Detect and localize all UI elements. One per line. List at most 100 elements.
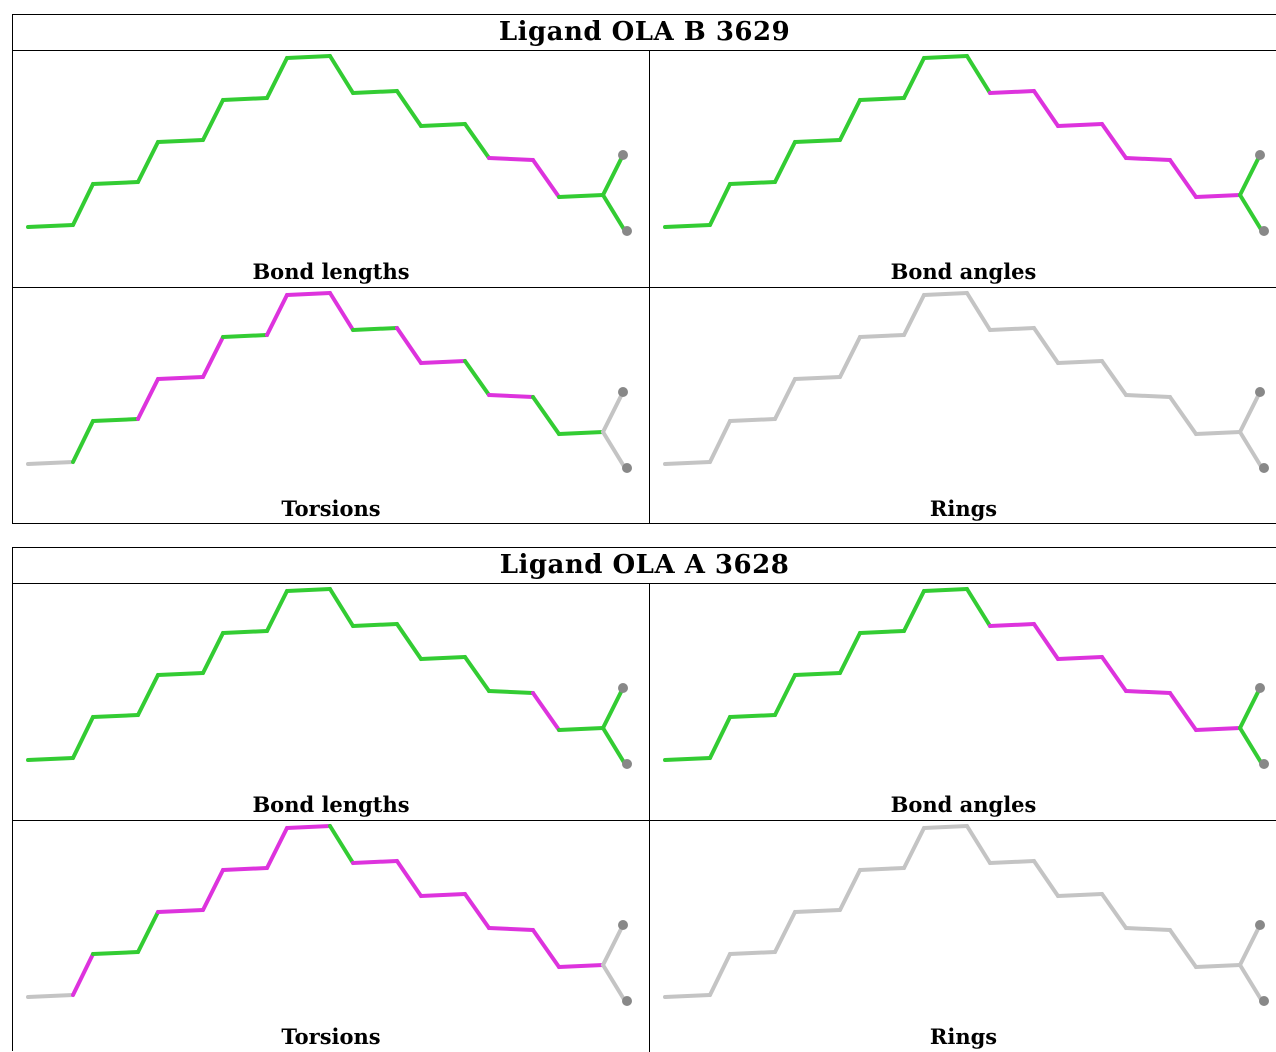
oxygen-atom (618, 150, 628, 160)
bond-segment (1100, 655, 1128, 693)
bond-segment (663, 223, 712, 229)
bond-segment (487, 689, 535, 695)
bond-segment (1032, 622, 1060, 661)
bond-segment (156, 671, 205, 677)
bond-segment (1056, 359, 1104, 365)
panel-label: Torsions (281, 1024, 381, 1049)
bond-segment (221, 333, 269, 339)
bond-segment (136, 910, 160, 954)
bond-segment (773, 377, 797, 421)
panel-grid: Bond lengths Bond angles Torsions Rings (13, 584, 1276, 1052)
bond-segment (487, 926, 535, 932)
bond-segment (419, 892, 467, 898)
panel-label: Bond angles (890, 259, 1037, 284)
panel-label: Bond lengths (252, 792, 410, 817)
bond-segment (351, 89, 399, 95)
bond-segment (601, 390, 625, 434)
bond-segment (1032, 89, 1060, 128)
bond-segment (285, 54, 332, 60)
molecule-image (663, 54, 1269, 236)
bond-segment (708, 715, 732, 760)
bond-segment (1238, 963, 1264, 1003)
bond-segment (285, 291, 332, 297)
bond-segment (1032, 859, 1060, 898)
oxygen-atom (1255, 920, 1265, 930)
bond-segment (1168, 158, 1198, 199)
bond-segment (91, 417, 140, 423)
panel-grid: Bond lengths Bond angles Torsions Rings (13, 51, 1276, 524)
oxygen-atom (622, 996, 632, 1006)
bond-segment (793, 908, 842, 914)
bond-segment (601, 430, 627, 470)
rings-panel: Rings (650, 288, 1276, 524)
bond-segment (965, 291, 992, 332)
bond-segment (201, 335, 225, 379)
molecule-image (26, 587, 632, 769)
bond-segment (838, 335, 862, 379)
bond-segment (221, 96, 269, 102)
panel-label: Rings (929, 1024, 998, 1049)
bond-segment (265, 826, 289, 870)
bond-segment (1056, 892, 1104, 898)
rings-panel: Rings (650, 821, 1276, 1052)
bond-segment (1194, 726, 1242, 732)
bond-lengths-panel: Bond lengths (13, 51, 650, 288)
bond-segment (419, 359, 467, 365)
oxygen-atom (1255, 150, 1265, 160)
bond-segment (26, 993, 75, 999)
bond-segment (265, 293, 289, 337)
bond-segment (395, 859, 423, 898)
oxygen-atom (1255, 387, 1265, 397)
bond-segment (1194, 430, 1242, 436)
bond-angles-panel: Bond angles (650, 584, 1276, 821)
bond-segment (1056, 122, 1104, 128)
bond-segment (71, 715, 95, 760)
bond-segment (265, 589, 289, 633)
bond-segment (221, 629, 269, 635)
bond-segment (728, 417, 777, 423)
oxygen-atom (622, 463, 632, 473)
bond-segment (1032, 326, 1060, 365)
oxygen-atom (1259, 463, 1269, 473)
bond-segment (858, 866, 906, 872)
molecule-image (26, 291, 632, 473)
bond-segment (988, 89, 1036, 95)
panel-label: Bond angles (890, 792, 1037, 817)
bond-segment (1124, 926, 1172, 932)
bond-segment (988, 859, 1036, 865)
bond-segment (328, 54, 355, 95)
bond-segment (1194, 193, 1242, 199)
bond-segment (71, 182, 95, 227)
ligand-title: Ligand OLA B 3629 (13, 15, 1276, 51)
bond-segment (922, 824, 969, 830)
bond-segment (728, 950, 777, 956)
bond-segment (265, 56, 289, 100)
bond-segment (531, 691, 561, 732)
bond-segment (463, 122, 491, 160)
bond-segment (328, 824, 355, 865)
bond-segment (91, 180, 140, 186)
oxygen-atom (622, 759, 632, 769)
bond-segment (463, 359, 491, 397)
oxygen-atom (1259, 759, 1269, 769)
bond-segment (1124, 156, 1172, 162)
molecule-image (663, 291, 1269, 473)
bond-segment (601, 726, 627, 766)
bond-segment (91, 950, 140, 956)
bond-segment (708, 419, 732, 464)
bond-angles-panel: Bond angles (650, 51, 1276, 288)
bond-segment (793, 375, 842, 381)
bond-segment (26, 223, 75, 229)
bond-segment (1238, 153, 1262, 197)
bond-segment (663, 756, 712, 762)
bond-segment (1124, 393, 1172, 399)
ligand-title: Ligand OLA A 3628 (13, 548, 1276, 584)
torsions-panel: Torsions (13, 288, 650, 524)
bond-segment (902, 293, 926, 337)
bond-segment (156, 375, 205, 381)
bond-segment (26, 460, 75, 466)
bond-segment (1238, 686, 1262, 730)
panel-label: Bond lengths (252, 259, 410, 284)
bond-segment (463, 655, 491, 693)
bond-segment (663, 993, 712, 999)
